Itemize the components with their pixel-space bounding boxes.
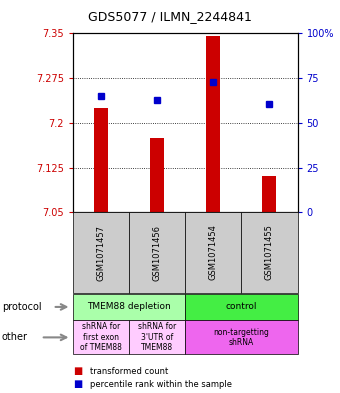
- Text: GSM1071454: GSM1071454: [209, 224, 218, 281]
- Text: ■: ■: [73, 379, 82, 389]
- Text: GDS5077 / ILMN_2244841: GDS5077 / ILMN_2244841: [88, 10, 252, 23]
- Text: shRNA for
3'UTR of
TMEM88: shRNA for 3'UTR of TMEM88: [138, 323, 176, 352]
- Bar: [94, 108, 108, 212]
- Text: GSM1071456: GSM1071456: [153, 224, 162, 281]
- Text: GSM1071455: GSM1071455: [265, 224, 274, 281]
- Text: ■: ■: [73, 366, 82, 376]
- Text: TMEM88 depletion: TMEM88 depletion: [87, 303, 171, 311]
- Bar: [206, 37, 220, 212]
- Text: percentile rank within the sample: percentile rank within the sample: [90, 380, 232, 389]
- Bar: [262, 176, 276, 212]
- Text: transformed count: transformed count: [90, 367, 168, 376]
- Text: non-targetting
shRNA: non-targetting shRNA: [214, 328, 269, 347]
- Text: shRNA for
first exon
of TMEM88: shRNA for first exon of TMEM88: [80, 323, 122, 352]
- Bar: [150, 138, 164, 212]
- Text: other: other: [2, 332, 28, 342]
- Text: GSM1071457: GSM1071457: [97, 224, 106, 281]
- Text: control: control: [226, 303, 257, 311]
- Text: protocol: protocol: [2, 302, 41, 312]
